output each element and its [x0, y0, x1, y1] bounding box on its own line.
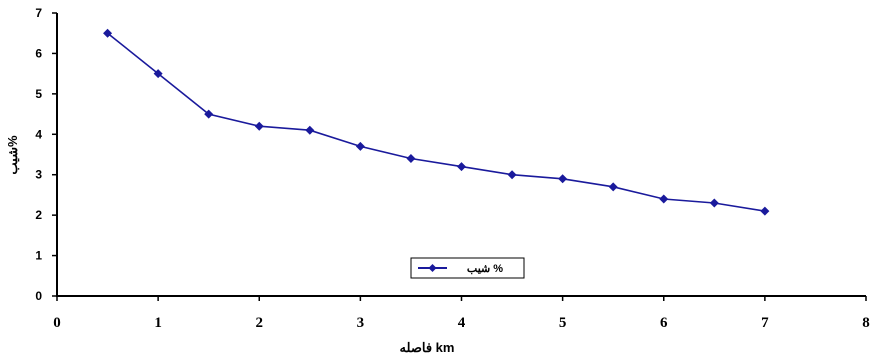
data-point-marker [355, 141, 365, 151]
data-point-marker [204, 109, 214, 119]
data-point-marker [103, 28, 113, 38]
data-point-marker [406, 154, 416, 164]
data-point-marker [659, 194, 669, 204]
y-tick-label: 4 [35, 127, 42, 141]
x-axis-ticks: 0 1 2 3 4 5 6 7 8 [53, 296, 870, 331]
x-tick-label: 8 [862, 315, 870, 331]
x-tick-label: 5 [559, 315, 567, 331]
y-tick-label: 2 [35, 208, 42, 222]
x-tick-label: 0 [53, 315, 61, 331]
x-tick-label: 4 [458, 315, 466, 331]
data-point-marker [507, 170, 517, 180]
y-tick-label: 6 [35, 46, 42, 60]
data-point-marker [457, 162, 466, 172]
data-point-marker [608, 182, 618, 192]
data-point-marker [709, 198, 719, 208]
x-axis: 0 1 2 3 4 5 6 7 8 [53, 295, 870, 331]
data-point-marker [558, 174, 568, 184]
y-tick-label: 5 [35, 87, 42, 101]
series-group [103, 28, 770, 216]
x-tick-label: 2 [256, 315, 264, 331]
legend-box [410, 257, 525, 279]
legend: شیب % [410, 257, 525, 279]
x-tick-label: 3 [357, 315, 365, 331]
y-axis-title: شیب% [5, 135, 20, 175]
y-tick-label: 0 [35, 289, 42, 303]
legend-marker-sample [428, 264, 437, 272]
y-tick-label: 3 [35, 168, 42, 182]
x-tick-label: 1 [154, 315, 162, 331]
data-point-marker [305, 125, 315, 135]
y-tick-label: 1 [35, 249, 42, 263]
x-axis-title: فاصله km [400, 340, 455, 355]
legend-series-label: شیب % [467, 263, 503, 275]
x-tick-label: 6 [660, 315, 668, 331]
y-axis-ticks: 0 1 2 3 4 5 6 7 [35, 6, 57, 303]
data-point-marker [153, 69, 163, 79]
data-point-marker [254, 121, 264, 131]
y-axis: 0 1 2 3 4 5 6 7 [35, 6, 58, 303]
series-line [107, 32, 766, 212]
x-tick-label: 7 [761, 315, 769, 331]
data-point-marker [760, 206, 770, 216]
y-tick-label: 7 [35, 6, 42, 20]
